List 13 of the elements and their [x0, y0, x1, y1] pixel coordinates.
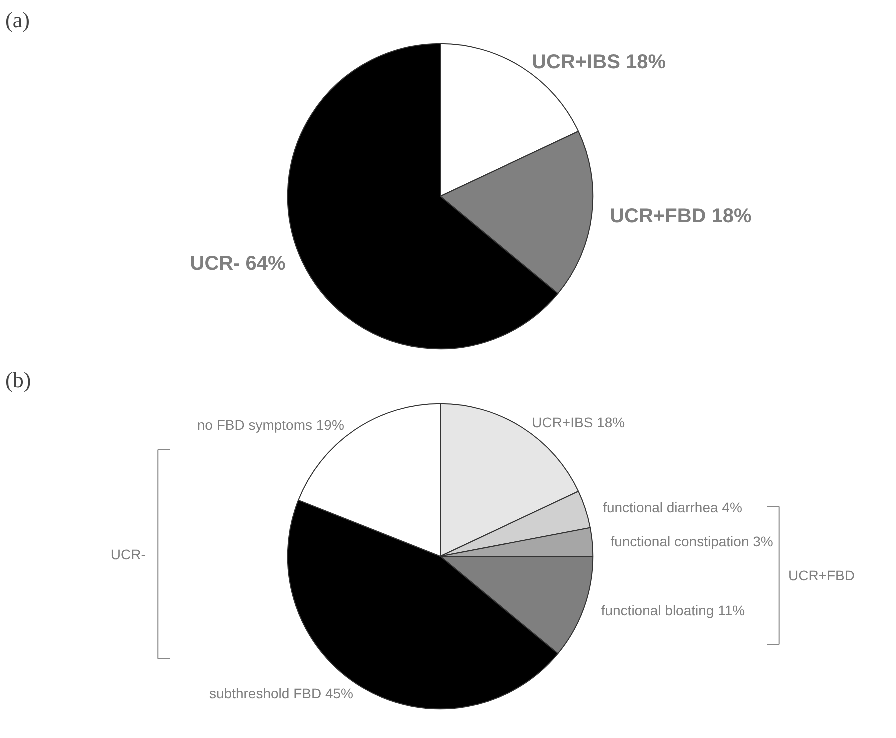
- slice-label: UCR+IBS 18%: [532, 414, 626, 430]
- slice-label: UCR- 64%: [190, 253, 286, 276]
- slice-label: functional bloating 11%: [601, 602, 746, 618]
- slice-label: UCR+FBD 18%: [610, 205, 752, 228]
- slice-label: UCR+IBS 18%: [532, 51, 666, 74]
- slice-label: functional constipation 3%: [610, 534, 774, 550]
- text: (b): [6, 368, 32, 392]
- text: UCR-: [110, 546, 146, 562]
- slice-label: no FBD symptoms 19%: [197, 416, 344, 433]
- chart-title: (a): [6, 8, 30, 32]
- text: UCR+FBD: [788, 568, 856, 584]
- slice-label: subthreshold FBD 45%: [210, 685, 354, 702]
- slice-label: functional diarrhea 4%: [603, 499, 742, 516]
